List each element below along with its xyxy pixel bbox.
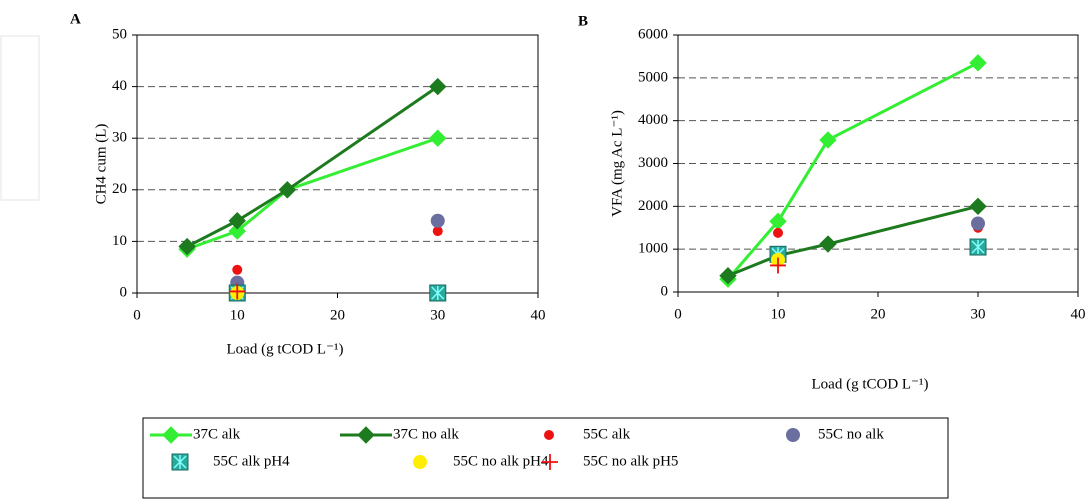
star — [173, 455, 187, 469]
legend-label: 55C alk pH4 — [213, 453, 290, 469]
series-line — [726, 61, 979, 281]
y-tick-label: 3000 — [638, 155, 668, 171]
dot — [544, 430, 554, 440]
legend-marker — [542, 454, 558, 470]
diamond — [969, 197, 987, 216]
point — [178, 237, 196, 256]
dot — [971, 216, 985, 231]
diamond — [429, 129, 447, 147]
y-tick-label: 30 — [112, 130, 127, 146]
series-line — [186, 136, 439, 251]
point — [232, 264, 243, 275]
y-tick-label: 40 — [112, 78, 127, 94]
point — [430, 213, 445, 228]
diamond — [819, 235, 837, 253]
diamond — [969, 54, 987, 72]
legend-label: 37C alk — [193, 426, 241, 442]
diamond — [819, 131, 837, 149]
point — [969, 238, 987, 256]
x-tick-label: 20 — [871, 306, 886, 322]
y-tick-label: 0 — [661, 283, 669, 299]
x-axis-label: Load (g tCOD L⁻¹) — [227, 341, 344, 357]
series-line — [727, 204, 979, 278]
y-tick-label: 0 — [120, 284, 128, 300]
panel-title: A — [70, 11, 81, 27]
x-tick-label: 40 — [531, 307, 546, 323]
point — [819, 235, 837, 253]
diamond — [178, 237, 196, 256]
x-tick-label: 30 — [430, 307, 445, 323]
dot — [773, 227, 783, 238]
legend-marker — [786, 428, 800, 442]
y-tick-label: 6000 — [638, 26, 668, 42]
point — [429, 284, 447, 302]
y-tick-label: 2000 — [638, 198, 668, 214]
x-tick-label: 40 — [1071, 306, 1086, 322]
plus — [229, 283, 246, 300]
plot-frame — [136, 34, 539, 294]
point — [228, 222, 246, 240]
star — [431, 286, 445, 300]
point — [819, 131, 837, 149]
x-tick-label: 30 — [971, 306, 986, 322]
diamond — [357, 426, 375, 444]
y-axis-label: VFA (mg Ac L⁻¹) — [609, 110, 625, 217]
legend-label: 55C no alk — [818, 426, 884, 442]
point — [770, 257, 786, 274]
series-line — [186, 85, 439, 248]
diamond — [429, 77, 447, 96]
point — [773, 227, 783, 238]
y-axis-label: CH4 cum (L) — [93, 124, 109, 205]
star — [971, 240, 985, 255]
diamond — [278, 181, 297, 199]
diamond — [162, 426, 180, 444]
legend-label: 55C no alk pH5 — [583, 453, 678, 469]
diamond — [228, 222, 246, 240]
legend-marker — [171, 453, 189, 471]
point — [429, 77, 447, 96]
legend-marker — [544, 430, 554, 440]
empty-box — [0, 35, 40, 201]
x-tick-label: 0 — [674, 306, 682, 322]
point — [969, 197, 987, 216]
point — [229, 283, 246, 300]
legend-marker — [162, 426, 180, 444]
diamond — [719, 267, 737, 285]
legend-marker — [357, 426, 375, 444]
panel-title: B — [578, 13, 588, 29]
legend-label: 55C alk — [583, 426, 631, 442]
point — [432, 226, 443, 237]
y-tick-label: 4000 — [638, 112, 668, 128]
legend-marker — [413, 455, 427, 469]
dot — [432, 226, 443, 237]
point — [719, 267, 737, 285]
dot — [430, 213, 445, 228]
point — [429, 129, 447, 147]
dot — [786, 428, 800, 442]
x-tick-label: 20 — [330, 307, 345, 323]
x-axis-label: Load (g tCOD L⁻¹) — [812, 376, 929, 392]
x-tick-label: 10 — [771, 306, 786, 322]
point — [969, 54, 987, 72]
legend-label: 37C no alk — [393, 426, 459, 442]
plus — [542, 454, 558, 470]
y-tick-label: 20 — [112, 181, 127, 197]
y-tick-label: 10 — [112, 233, 127, 249]
x-tick-label: 10 — [230, 307, 245, 323]
point — [971, 216, 985, 231]
y-tick-label: 1000 — [638, 241, 668, 257]
plot-frame — [677, 34, 1079, 293]
dot — [232, 264, 243, 275]
point — [278, 181, 297, 199]
legend-frame — [142, 417, 949, 499]
legend-label: 55C no alk pH4 — [453, 453, 549, 469]
diamond — [228, 212, 246, 230]
dot — [413, 455, 427, 469]
point — [228, 212, 246, 230]
y-tick-label: 50 — [112, 26, 127, 42]
x-tick-label: 0 — [133, 307, 141, 323]
y-tick-label: 5000 — [638, 69, 668, 85]
plus — [770, 257, 786, 274]
